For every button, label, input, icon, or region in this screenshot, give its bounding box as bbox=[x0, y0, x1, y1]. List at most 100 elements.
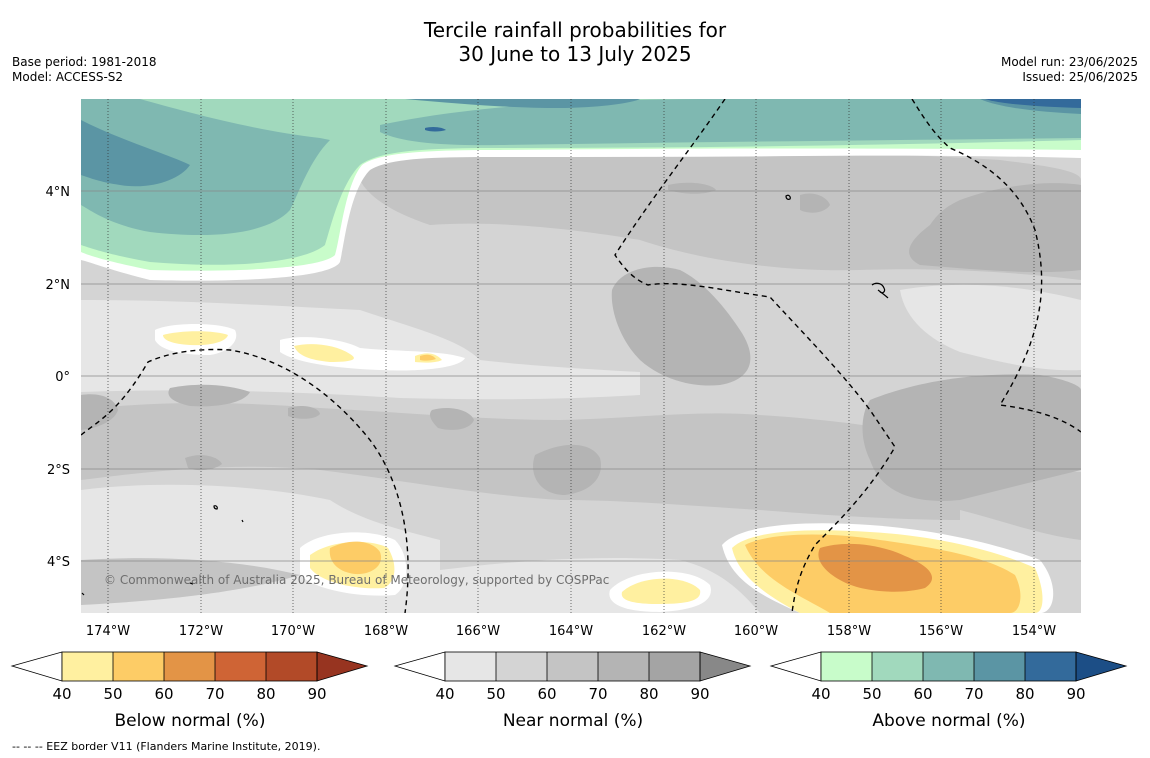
legend-near-tick: 90 bbox=[690, 685, 709, 703]
lat-label-2s: 2°S bbox=[47, 463, 70, 478]
lat-label-2n: 2°N bbox=[46, 278, 71, 293]
legend-near-tick: 50 bbox=[486, 685, 505, 703]
lat-label-4s: 4°S bbox=[47, 555, 70, 570]
legend-above-swatch bbox=[1025, 652, 1076, 681]
legend-below-extend-low bbox=[10, 651, 63, 682]
legend-above-tick: 90 bbox=[1066, 685, 1085, 703]
legend-below-swatch bbox=[113, 652, 164, 681]
base-period-text: Base period: 1981-2018 bbox=[12, 55, 157, 69]
lon-label-172w: 172°W bbox=[179, 624, 223, 639]
near-normal-70-patch bbox=[800, 193, 830, 213]
eez-borders bbox=[81, 99, 1081, 613]
near-normal-70-patch bbox=[533, 444, 601, 495]
below-normal-40-patch bbox=[294, 344, 354, 362]
below-normal-40-patch bbox=[163, 331, 228, 346]
lon-label-156w: 156°W bbox=[919, 624, 963, 639]
legend-above-tick: 80 bbox=[1015, 685, 1034, 703]
legend-below-tick: 70 bbox=[205, 685, 224, 703]
above-normal-band-60 bbox=[380, 99, 1081, 146]
legend-below-tick: 50 bbox=[103, 685, 122, 703]
legend-below-extend-high bbox=[316, 651, 369, 682]
parallel-lines bbox=[81, 190, 1081, 562]
above-normal-band-80 bbox=[985, 99, 1081, 108]
legend-above-tick: 70 bbox=[964, 685, 983, 703]
legend-near-swatch bbox=[598, 652, 649, 681]
near-normal-70-patch bbox=[81, 394, 118, 430]
legend-below-normal: 40 50 60 70 80 90 Below normal (%) bbox=[10, 651, 369, 731]
lon-label-164w: 164°W bbox=[549, 624, 593, 639]
below-normal-50-patch bbox=[329, 541, 382, 575]
below-normal-40-patch bbox=[621, 578, 701, 604]
islands bbox=[81, 194, 889, 596]
above-normal-band-70 bbox=[405, 99, 640, 108]
near-normal-70-patch bbox=[430, 408, 474, 430]
meta-right: Model run: 23/06/2025 Issued: 25/06/2025 bbox=[1001, 55, 1138, 85]
title-line-1: Tercile rainfall probabilities for bbox=[423, 18, 727, 42]
legend-above-swatch bbox=[821, 652, 872, 681]
legend-near-swatch bbox=[547, 652, 598, 681]
model-run-text: Model run: 23/06/2025 bbox=[1000, 55, 1138, 69]
legend-below-title: Below normal (%) bbox=[115, 711, 266, 731]
legend-below-swatch bbox=[164, 652, 215, 681]
legend-above-swatch bbox=[923, 652, 974, 681]
legend-below-swatch bbox=[266, 652, 317, 681]
legend-near-tick: 60 bbox=[537, 685, 556, 703]
rainfall-map: 4°N 2°N 0° 2°S 4°S 174°W 172°W 170°W 168… bbox=[10, 99, 1128, 731]
near-normal-40-patch bbox=[900, 284, 1081, 371]
legend-above-extend-high bbox=[1075, 651, 1128, 682]
near-normal-70-patch bbox=[611, 266, 751, 386]
near-normal-70-patch bbox=[168, 384, 250, 407]
lon-label-158w: 158°W bbox=[827, 624, 871, 639]
below-normal-50-patch bbox=[420, 354, 436, 361]
legend-near-tick: 40 bbox=[435, 685, 454, 703]
above-normal-band-60 bbox=[81, 99, 330, 236]
legend-near-title: Near normal (%) bbox=[503, 711, 643, 731]
lon-label-170w: 170°W bbox=[271, 624, 315, 639]
legend-near-tick: 80 bbox=[639, 685, 658, 703]
legend-near-swatch bbox=[649, 652, 700, 681]
near-normal-60-patch bbox=[81, 403, 960, 520]
legend-above-extend-low bbox=[769, 651, 822, 682]
legend-above-title: Above normal (%) bbox=[872, 711, 1025, 731]
near-normal-60-patch bbox=[81, 558, 300, 605]
issued-text: Issued: 25/06/2025 bbox=[1022, 70, 1138, 84]
legend-above-normal: 40 50 60 70 80 90 Above normal (%) bbox=[769, 651, 1128, 731]
legend-below-tick: 80 bbox=[256, 685, 275, 703]
lat-label-0: 0° bbox=[55, 370, 70, 385]
lon-label-166w: 166°W bbox=[456, 624, 500, 639]
legend-below-tick: 40 bbox=[52, 685, 71, 703]
legend-near-extend-high bbox=[699, 651, 752, 682]
legend-above-tick: 40 bbox=[811, 685, 830, 703]
meta-left: Base period: 1981-2018 Model: ACCESS-S2 bbox=[12, 55, 157, 85]
lon-label-160w: 160°W bbox=[734, 624, 778, 639]
above-normal-band-70 bbox=[81, 120, 190, 187]
legend-near-extend-low bbox=[393, 651, 446, 682]
lon-label-154w: 154°W bbox=[1012, 624, 1056, 639]
lon-label-162w: 162°W bbox=[642, 624, 686, 639]
map-title: Tercile rainfall probabilities for 30 Ju… bbox=[0, 18, 1150, 66]
below-normal-60-patch bbox=[818, 543, 933, 592]
lon-label-174w: 174°W bbox=[86, 624, 130, 639]
eez-footnote: -- -- -- EEZ border V11 (Flanders Marine… bbox=[12, 740, 321, 753]
copyright-text: © Commonwealth of Australia 2025, Bureau… bbox=[104, 573, 609, 587]
legend-below-tick: 90 bbox=[307, 685, 326, 703]
legend-above-swatch bbox=[974, 652, 1025, 681]
model-text: Model: ACCESS-S2 bbox=[12, 70, 124, 84]
near-normal-70-patch bbox=[288, 406, 320, 419]
legend-below-swatch bbox=[215, 652, 266, 681]
lat-label-4n: 4°N bbox=[46, 185, 71, 200]
near-normal-60-patch bbox=[360, 148, 1081, 280]
above-normal-band-80 bbox=[425, 126, 446, 132]
legend-below-swatch bbox=[62, 652, 113, 681]
near-normal-70-patch bbox=[185, 455, 222, 471]
legend-above-tick: 60 bbox=[913, 685, 932, 703]
legend-below-tick: 60 bbox=[154, 685, 173, 703]
legend-near-swatch bbox=[496, 652, 547, 681]
legend-near-normal: 40 50 60 70 80 90 Near normal (%) bbox=[393, 651, 752, 731]
legend-near-swatch bbox=[445, 652, 496, 681]
legend-above-tick: 50 bbox=[862, 685, 881, 703]
title-line-2: 30 June to 13 July 2025 bbox=[458, 42, 692, 66]
legend-above-swatch bbox=[872, 652, 923, 681]
legend-near-tick: 70 bbox=[588, 685, 607, 703]
near-normal-70-patch bbox=[909, 183, 1081, 273]
